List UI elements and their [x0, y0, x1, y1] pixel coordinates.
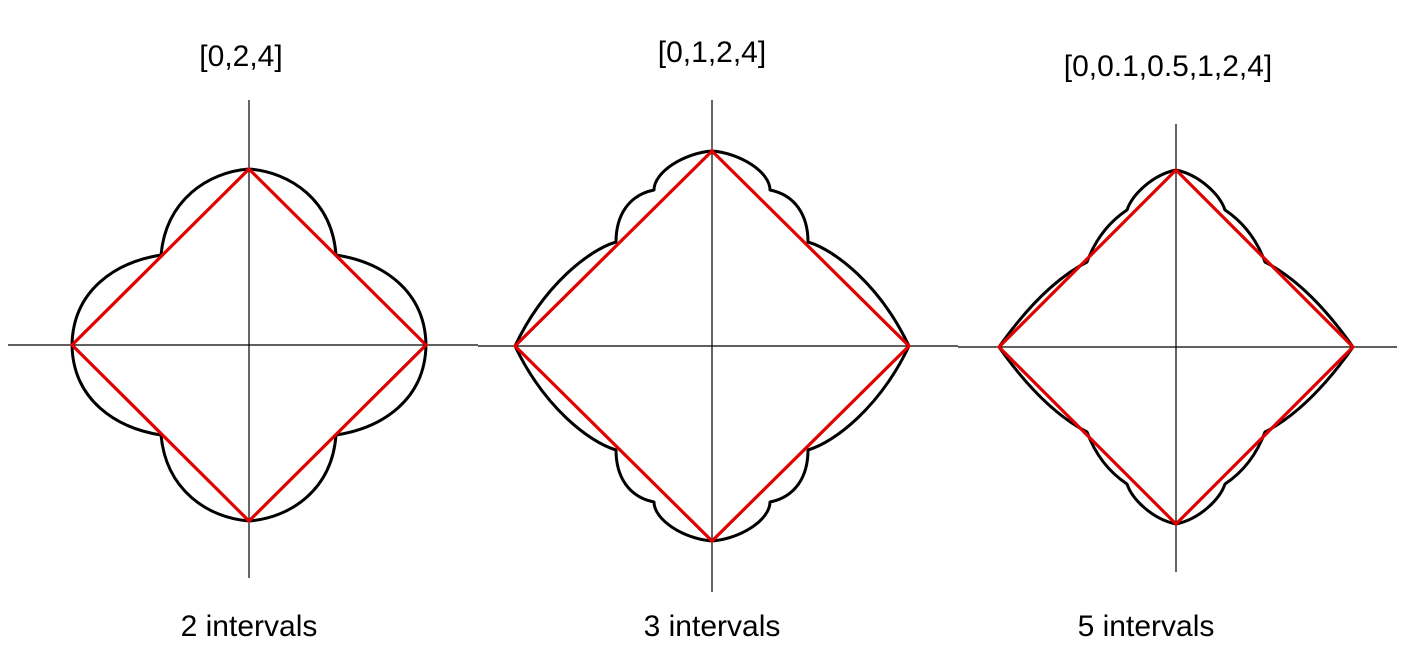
- panel-caption: 2 intervals: [181, 610, 318, 643]
- panel-5-intervals: [0,0.1,0.5,1,2,4] 5 intervals: [958, 50, 1397, 643]
- target-square: [512, 148, 912, 544]
- target-square: [69, 166, 429, 524]
- panel-title: [0,2,4]: [199, 40, 282, 73]
- panel-3-intervals: [0,1,2,4] 3 intervals: [478, 36, 958, 643]
- panel-caption: 5 intervals: [1078, 610, 1215, 643]
- panel-title: [0,1,2,4]: [658, 36, 766, 69]
- target-square: [996, 167, 1356, 527]
- panel-title: [0,0.1,0.5,1,2,4]: [1064, 50, 1273, 83]
- panel-caption: 3 intervals: [644, 610, 781, 643]
- panel-2-intervals: [0,2,4] 2 intervals: [8, 40, 478, 643]
